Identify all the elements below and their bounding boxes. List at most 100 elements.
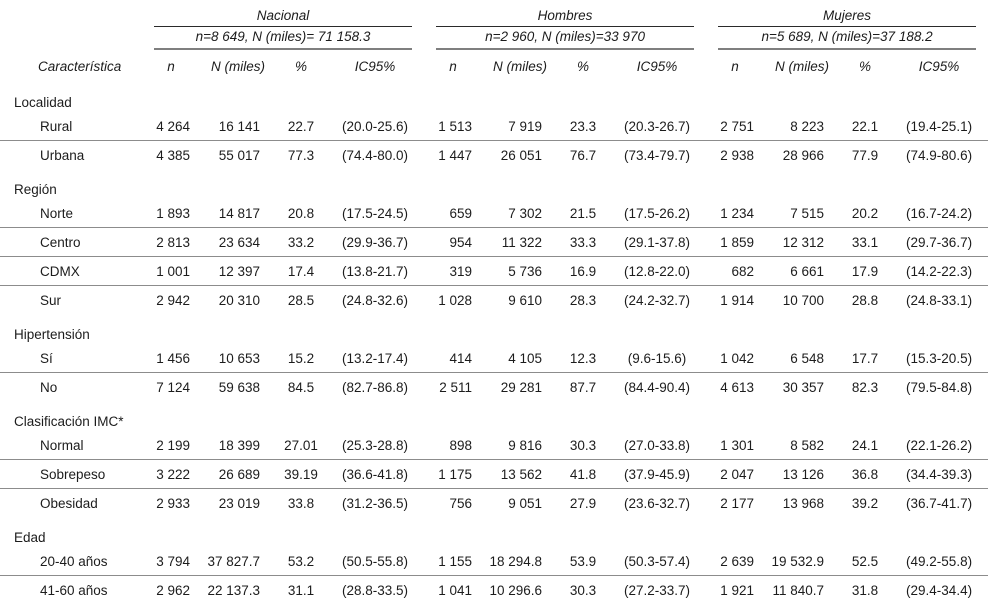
section-label: Localidad <box>14 95 72 110</box>
cell-hombres-n: 898 <box>449 437 473 453</box>
section-region: Región <box>0 169 988 199</box>
row-label: 20-40 años <box>40 553 108 569</box>
cell-hombres-n: 659 <box>449 205 473 221</box>
cell-nacional-ic95: (17.5-24.5) <box>341 205 409 221</box>
cell-nacional-n-miles: 23 634 <box>200 227 276 257</box>
cell-hombres-: 53.9 <box>569 553 597 569</box>
cell-mujeres-: 39.2 <box>840 488 891 517</box>
cell-nacional-ic95: (82.7-86.8) <box>326 372 425 401</box>
row-label-header: Característica <box>38 58 122 74</box>
cell-nacional-: 39.19 <box>276 459 326 489</box>
cell-mujeres-n: 1 914 <box>706 285 765 314</box>
col-header-mujeres-n-miles: N (miles) <box>775 58 830 74</box>
cell-mujeres-ic95: (24.8-33.1) <box>890 285 988 314</box>
cell-nacional-: 27.01 <box>284 437 318 453</box>
cell-nacional-ic95: (28.8-33.5) <box>326 575 425 599</box>
cell-hombres-: 12.3 <box>569 350 597 366</box>
cell-nacional-n: 4 385 <box>142 140 200 169</box>
cell-nacional-n-miles: 55 017 <box>200 140 276 169</box>
cell-hombres-ic95: (12.8-22.0) <box>608 256 707 286</box>
row-cdmx: CDMX 1 001 12 397 17.4 (13.8-21.7) 319 5 736 16… <box>0 256 988 286</box>
cell-mujeres-n-miles: 19 532.9 <box>771 553 825 569</box>
col-header-hombres-: % <box>577 58 590 74</box>
cell-mujeres-n-miles: 12 312 <box>764 227 841 257</box>
cell-hombres-n: 1 028 <box>424 285 483 314</box>
section-label: Edad <box>14 530 46 545</box>
cell-nacional-n: 2 813 <box>142 227 200 257</box>
cell-hombres-ic95: (84.4-90.4) <box>608 372 707 401</box>
cell-mujeres-: 52.5 <box>851 553 879 569</box>
cell-mujeres-n: 1 234 <box>720 205 755 221</box>
cell-hombres-ic95: (73.4-79.7) <box>608 140 707 169</box>
column-header-row: Característica n N (miles)% IC95% n N (miles… <box>0 50 988 82</box>
cell-mujeres-ic95: (29.4-34.4) <box>890 575 988 599</box>
cell-nacional-n-miles: 59 638 <box>200 372 276 401</box>
cell-mujeres-: 28.8 <box>840 285 891 314</box>
cell-mujeres-ic95: (36.7-41.7) <box>890 488 988 517</box>
cell-mujeres-n: 1 859 <box>706 227 765 257</box>
cell-mujeres-: 22.1 <box>851 118 879 134</box>
row-label: Norte <box>40 205 74 221</box>
cell-nacional-ic95: (24.8-32.6) <box>326 285 425 314</box>
cell-nacional-n: 7 124 <box>142 372 200 401</box>
cell-mujeres-: 31.8 <box>840 575 891 599</box>
cell-hombres-n-miles: 9 610 <box>482 285 559 314</box>
row-normal: Normal 2 199 18 399 27.01 (25.3-28.8) 898 9 81… <box>0 431 988 460</box>
cell-nacional-n: 2 962 <box>142 575 200 599</box>
row-label: No <box>0 372 142 401</box>
group-title-row: Nacional Hombres Mujeres <box>0 4 988 27</box>
group-title-nacional: Nacional <box>142 4 424 27</box>
cell-mujeres-ic95: (15.3-20.5) <box>906 350 973 366</box>
cell-mujeres-: 17.9 <box>840 256 891 286</box>
cell-nacional-n: 1 456 <box>156 350 190 366</box>
cell-hombres-ic95: (50.3-57.4) <box>624 553 691 569</box>
cell-hombres-: 23.3 <box>569 118 597 134</box>
cell-hombres-ic95: (17.5-26.2) <box>624 205 691 221</box>
cell-mujeres-: 33.1 <box>840 227 891 257</box>
cell-hombres-ic95: (27.0-33.8) <box>624 437 691 453</box>
cell-mujeres-: 36.8 <box>840 459 891 489</box>
row-sobrepeso: Sobrepeso 3 222 26 689 39.19 (36.6-41.8) 1 17… <box>0 459 988 489</box>
col-header-nacional-n: n <box>167 58 175 74</box>
cell-nacional-: 77.3 <box>276 140 326 169</box>
cell-hombres-n: 756 <box>424 488 483 517</box>
row-41-60-anos: 41-60 años 2 962 22 137.3 31.1 (28.8-33.5) 1 … <box>0 575 988 599</box>
col-header-hombres-ic95: IC95% <box>636 58 678 74</box>
row-label: Obesidad <box>0 488 142 517</box>
cell-hombres-ic95: (27.2-33.7) <box>608 575 707 599</box>
group-title-hombres: Hombres <box>424 4 706 27</box>
cell-nacional-: 84.5 <box>276 372 326 401</box>
cell-mujeres-ic95: (34.4-39.3) <box>890 459 988 489</box>
cell-nacional-ic95: (36.6-41.8) <box>326 459 425 489</box>
section-localidad: Localidad <box>0 82 988 112</box>
cell-mujeres-n: 4 613 <box>706 372 765 401</box>
cell-mujeres-n-miles: 7 515 <box>790 205 825 221</box>
cell-nacional-n: 2 199 <box>156 437 190 453</box>
cell-mujeres-n: 2 938 <box>706 140 765 169</box>
cell-mujeres-n-miles: 8 582 <box>790 437 825 453</box>
col-header-hombres-n: n <box>449 58 457 74</box>
cell-mujeres-n-miles: 8 223 <box>790 118 825 134</box>
cell-nacional-: 33.8 <box>276 488 326 517</box>
cell-mujeres-: 77.9 <box>840 140 891 169</box>
cell-nacional-n-miles: 18 399 <box>218 437 260 453</box>
cell-hombres-n-miles: 5 736 <box>482 256 559 286</box>
cell-hombres-n: 414 <box>449 350 473 366</box>
row-centro: Centro 2 813 23 634 33.2 (29.9-36.7) 954 11 32… <box>0 227 988 257</box>
row-obesidad: Obesidad 2 933 23 019 33.8 (31.2-36.5) 756 9 0… <box>0 488 988 517</box>
cell-mujeres-n: 2 047 <box>706 459 765 489</box>
row-label: Normal <box>40 437 84 453</box>
cell-mujeres-ic95: (22.1-26.2) <box>906 437 973 453</box>
cell-nacional-n: 3 794 <box>156 553 190 569</box>
row-label: Sí <box>40 350 53 366</box>
cell-nacional-: 22.7 <box>287 118 315 134</box>
cell-hombres-: 33.3 <box>558 227 609 257</box>
cell-hombres-ic95: (23.6-32.7) <box>608 488 707 517</box>
cell-mujeres-n: 682 <box>706 256 765 286</box>
row-rural: Rural 4 264 16 141 22.7 (20.0-25.6) 1 513 7 91… <box>0 112 988 141</box>
cell-hombres-: 41.8 <box>558 459 609 489</box>
cell-hombres-: 16.9 <box>558 256 609 286</box>
cell-hombres-ic95: (20.3-26.7) <box>624 118 691 134</box>
cell-nacional-n: 1 893 <box>156 205 190 221</box>
col-header-mujeres-ic95: IC95% <box>918 58 960 74</box>
